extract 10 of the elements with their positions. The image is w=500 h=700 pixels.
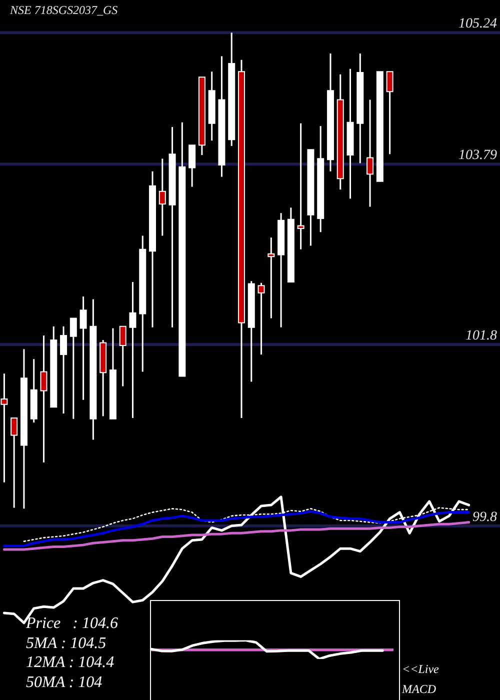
y-tick-label: 103.79 xyxy=(458,148,497,164)
annotation: Price : 104.6 xyxy=(26,615,118,633)
chart-title: NSE 718SGS2037_GS xyxy=(10,3,118,17)
y-tick-label: 105.24 xyxy=(458,16,497,32)
annotation: 12MA : 104.4 xyxy=(26,654,114,672)
y-tick-label: 101.8 xyxy=(466,328,497,344)
annotation: 5MA : 104.5 xyxy=(26,634,106,652)
annotation: 50MA : 104 xyxy=(26,674,102,692)
y-tick-label: 99.8 xyxy=(472,510,497,525)
annotation: <<Live MACD xyxy=(402,661,440,698)
